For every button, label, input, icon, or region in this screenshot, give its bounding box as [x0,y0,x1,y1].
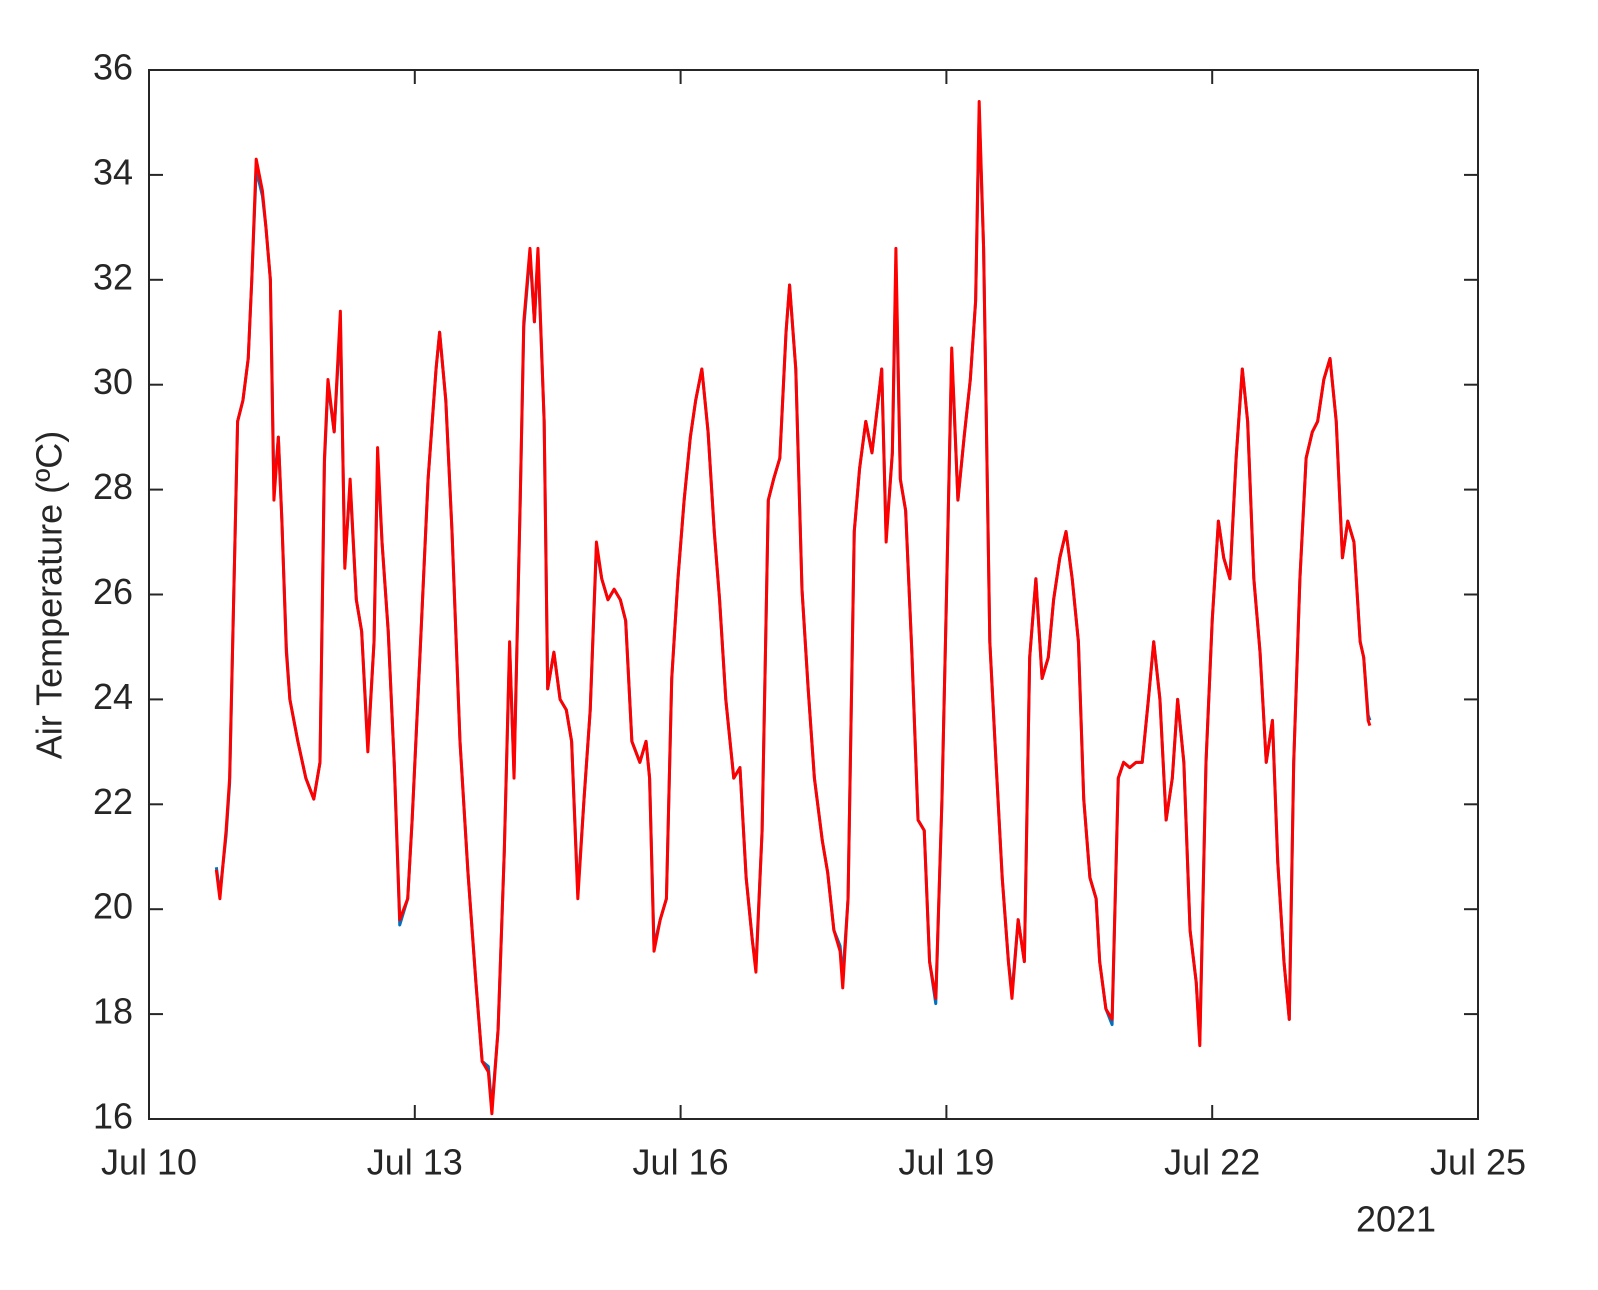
x-axis-year-label: 2021 [1356,1199,1436,1240]
plot-frame [148,69,1479,1120]
y-tick-label: 26 [93,571,133,612]
y-axis-label: Air Temperature (ºC) [29,431,70,760]
data-line [214,99,1372,1116]
y-tick-label: 36 [93,47,133,88]
y-tick-label: 30 [93,361,133,402]
y-tick-label: 32 [93,256,133,297]
y-tick-label: 28 [93,466,133,507]
x-tick-label: Jul 16 [633,1142,729,1183]
x-tick-label: Jul 22 [1164,1142,1260,1183]
x-tick-label: Jul 13 [367,1142,463,1183]
y-tick-label: 16 [93,1096,133,1137]
y-tick-label: 24 [93,676,133,717]
x-tick-label: Jul 19 [898,1142,994,1183]
y-tick-label: 22 [93,781,133,822]
x-tick-label: Jul 25 [1430,1142,1526,1183]
y-tick-label: 34 [93,151,133,192]
x-tick-label: Jul 10 [101,1142,197,1183]
y-tick-label: 20 [93,886,133,927]
y-tick-label: 18 [93,991,133,1032]
